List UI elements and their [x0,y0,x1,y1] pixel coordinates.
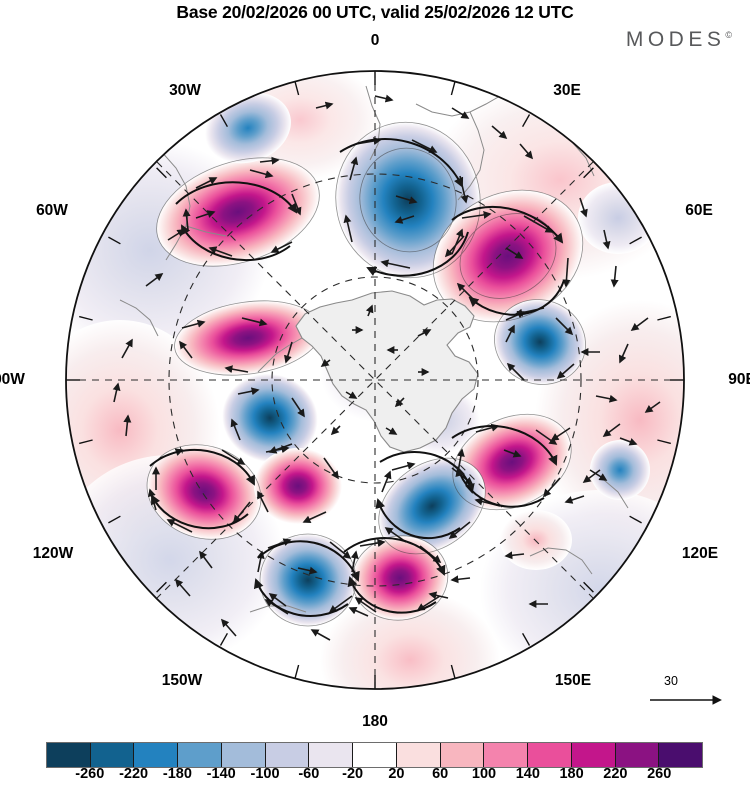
colorbar-ticks: -260 -220 -180 -140 -100 -60 -20 20 60 100 140 180 2… [46,766,703,786]
longitude-label-60w: 60W [36,202,68,219]
contour-fill-centers [147,92,658,627]
colorbar-tick-7: 20 [388,766,405,782]
colorbar-tick-10: 140 [515,766,540,782]
colorbar-swatch-2 [134,743,179,767]
colorbar-tick-1: -220 [119,766,149,782]
colorbar-swatch-6 [309,743,354,767]
colorbar [46,742,703,768]
colorbar-swatch-3 [178,743,222,767]
colorbar-tick-13: 260 [647,766,672,782]
longitude-label-120w: 120W [32,545,74,562]
longitude-label-90w: 90W [0,371,25,388]
colorbar-swatch-8 [396,743,441,767]
longitude-label-150w: 150W [161,672,203,689]
colorbar-swatch-13 [615,743,660,767]
colorbar-tick-3: -140 [206,766,236,782]
globe-outline [65,70,685,690]
colorbar-swatch-0 [47,743,91,767]
colorbar-swatch-11 [528,743,572,767]
colorbar-tick-9: 100 [471,766,497,782]
field-layer [66,71,684,689]
longitude-label-30e: 30E [553,82,581,99]
colorbar-swatch-5 [265,743,310,767]
colorbar-tick-5: -60 [298,766,320,782]
longitude-label-30w: 30W [169,82,201,99]
longitude-label-180: 180 [362,713,388,730]
vector-scale-arrow-icon [650,695,722,705]
colorbar-tick-11: 180 [559,766,584,782]
globe-ticks [66,71,684,689]
colorbar-tick-6: -20 [342,766,364,782]
modes-logo: MODES© [626,28,732,52]
colorbar-swatch-4 [221,743,266,767]
vector-scale: 30 [648,674,740,710]
longitude-label-0: 0 [370,32,380,49]
colorbar-swatch-7 [353,743,397,767]
longitude-label-120e: 120E [681,545,719,562]
colorbar-swatch-12 [571,743,616,767]
colorbar-tick-12: 220 [603,766,628,782]
polar-map-svg [65,70,685,690]
colorbar-swatch-14 [659,743,703,767]
longitude-label-60e: 60E [685,202,713,219]
page-title: Base 20/02/2026 00 UTC, valid 25/02/2026… [176,2,574,22]
registered-mark-icon: © [725,30,732,40]
colorbar-tick-4: -100 [250,766,280,782]
vector-scale-label: 30 [664,674,678,688]
longitude-label-150e: 150E [554,672,592,689]
streamline-arrows [149,138,565,617]
modes-logo-text: MODES [625,28,726,51]
colorbar-tick-2: -180 [162,766,192,782]
longitude-label-90e: 90E [728,371,750,388]
colorbar-tick-0: -260 [75,766,105,782]
polar-map: 0 30E 60E 90E 120E 150E 180 150W 120W 90W 60W 30W [0,32,750,730]
colorbar-tick-8: 60 [432,766,449,782]
colorbar-swatch-1 [90,743,135,767]
colorbar-swatch-10 [484,743,529,767]
colorbar-swatch-9 [440,743,485,767]
